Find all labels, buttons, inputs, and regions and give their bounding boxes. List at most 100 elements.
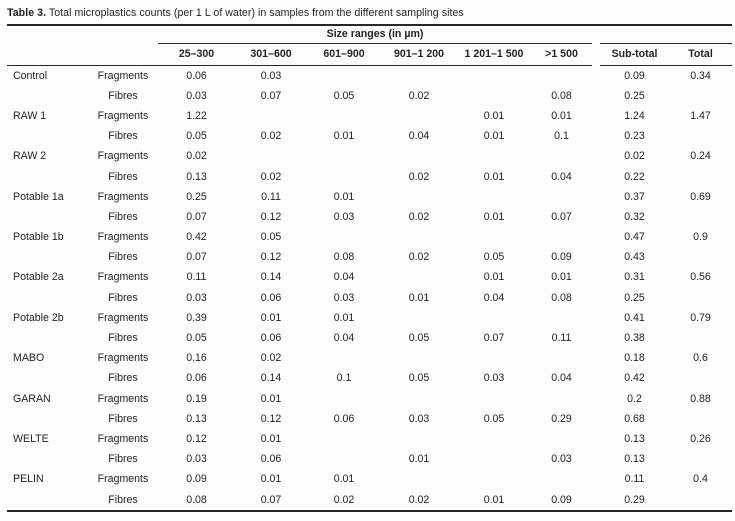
subtotal-cell: 0.31 [624,271,645,284]
gap-cell [592,207,600,227]
subtotal-cell: 0.37 [624,190,645,203]
table-row: Fibres 0.03 0.06 0.01 0.03 0.13 [7,449,732,469]
value-cell: 0.04 [333,271,355,284]
value-cell [531,65,592,86]
gap-cell [592,146,600,166]
site-cell: RAW 1 [13,109,47,122]
value-cell [457,348,531,368]
value-cell [381,106,457,126]
type-cell: Fibres [108,89,138,102]
table-row: RAW 1 Fragments 1.22 0.01 0.01 1.24 1.47 [7,106,732,126]
value-cell: 0.04 [551,372,572,385]
total-cell: 0.4 [693,473,708,486]
type-cell: Fragments [97,150,149,163]
value-cell: 0.03 [408,412,430,425]
value-cell: 0.14 [260,271,282,284]
table-row: Fibres 0.03 0.06 0.03 0.01 0.04 0.08 0.25 [7,288,732,308]
subtotal-cell: 0.42 [624,372,645,385]
subtotal-cell: 0.29 [624,493,645,506]
subtotal-cell: 0.32 [624,210,645,223]
subtotal-cell: 0.22 [624,170,645,183]
total-cell: 0.69 [690,190,711,203]
value-cell: 0.03 [551,453,572,466]
gap-cell [592,267,600,287]
value-cell: 0.09 [551,493,572,506]
blank-header-cell [7,43,158,66]
value-cell: 0.01 [551,271,572,284]
value-cell [381,187,457,207]
blank-header-cell [7,25,158,43]
value-cell: 0.01 [333,311,355,324]
value-cell: 0.07 [483,332,505,345]
table-row: PELIN Fragments 0.09 0.01 0.01 0.11 0.4 [7,469,732,489]
gap-cell [592,389,600,409]
value-cell: 0.01 [260,392,282,405]
value-cell: 0.08 [186,493,207,506]
value-cell [531,308,592,328]
gap-cell [592,409,600,429]
gap-cell [592,328,600,348]
value-cell [307,449,381,469]
value-cell: 0.01 [333,130,355,143]
value-cell: 0.11 [186,271,207,284]
value-cell [531,429,592,449]
gap-cell [592,449,600,469]
value-cell: 0.06 [333,412,355,425]
value-cell: 0.02 [260,170,282,183]
value-cell: 0.01 [483,210,505,223]
value-cell [307,65,381,86]
column-header-row: 25–300 301–600 601–900 901–1 200 1 201–1… [7,43,733,66]
value-cell: 0.07 [260,493,282,506]
type-cell: Fibres [108,251,138,264]
value-cell: 0.13 [186,170,207,183]
value-cell [457,469,531,489]
value-cell [457,429,531,449]
total-cell: 0.34 [690,69,711,82]
subtotal-cell: 0.47 [624,231,645,244]
value-cell: 0.09 [186,473,207,486]
value-cell: 0.03 [333,291,355,304]
table-row: Fibres 0.06 0.14 0.1 0.05 0.03 0.04 0.42 [7,368,732,388]
value-cell [457,227,531,247]
type-cell: Fragments [97,352,149,365]
type-cell: Fibres [108,130,138,143]
value-cell: 0.1 [554,130,569,143]
value-cell: 0.02 [260,352,282,365]
value-cell: 1.22 [186,109,207,122]
value-cell [457,389,531,409]
value-cell [381,308,457,328]
value-cell: 0.01 [333,473,355,486]
value-cell [457,146,531,166]
value-cell: 0.05 [483,412,505,425]
type-cell: Fragments [97,190,149,203]
site-cell [7,328,88,348]
gap-cell [592,43,600,65]
value-cell [235,106,307,126]
value-cell [381,469,457,489]
microplastics-counts-table: Size ranges (in µm) 25–300 301–600 601–9… [7,24,733,512]
subtotal-cell: 0.25 [624,89,645,102]
column-header-size-3: 601–900 [307,43,381,66]
total-cell [669,368,732,388]
table-row: Potable 1a Fragments 0.25 0.11 0.01 0.37 0.69 [7,187,732,207]
value-cell: 0.05 [333,89,355,102]
value-cell [457,65,531,86]
site-cell: Potable 2a [13,271,64,284]
value-cell: 0.08 [333,251,355,264]
type-cell: Fibres [108,210,138,223]
value-cell [307,106,381,126]
value-cell: 0.05 [408,372,430,385]
table-row: Fibres 0.13 0.02 0.02 0.01 0.04 0.22 [7,166,732,186]
value-cell: 0.11 [551,332,572,345]
table-row: Fibres 0.07 0.12 0.03 0.02 0.01 0.07 0.32 [7,207,732,227]
value-cell [457,308,531,328]
value-cell: 0.07 [260,89,282,102]
value-cell: 0.02 [260,130,282,143]
table-row: GARAN Fragments 0.19 0.01 0.2 0.88 [7,389,732,409]
gap-cell [592,25,600,43]
subtotal-cell: 0.25 [624,291,645,304]
value-cell: 0.06 [260,332,282,345]
value-cell [531,469,592,489]
total-cell: 0.24 [690,150,711,163]
value-cell: 0.11 [261,190,281,203]
